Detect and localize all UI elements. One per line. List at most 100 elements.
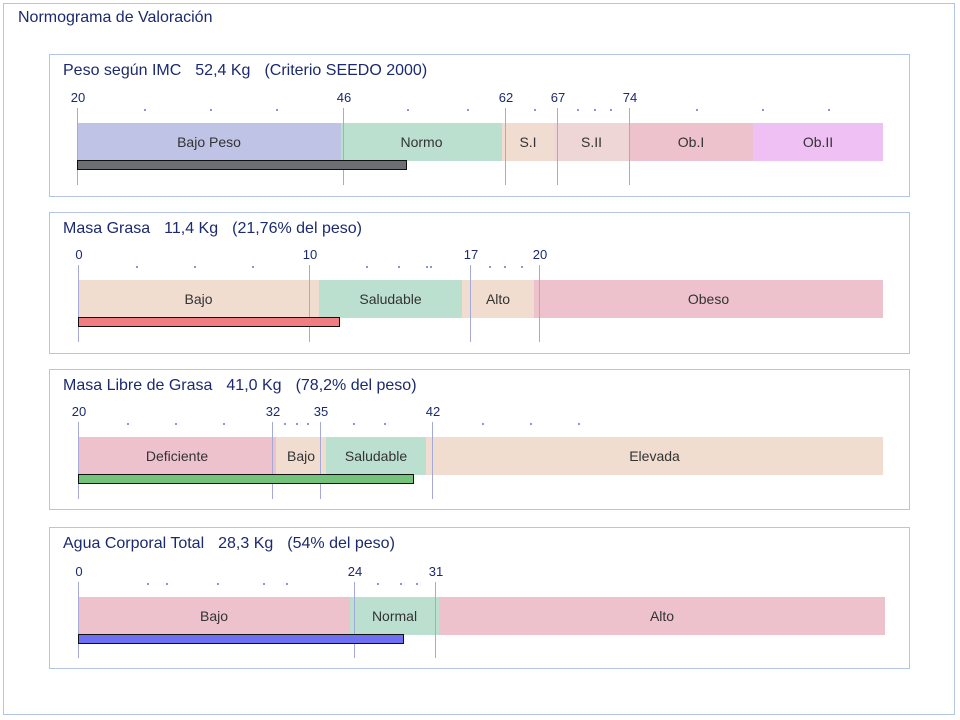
panel-name: Masa Libre de Grasa <box>63 377 213 394</box>
scale-minor-tick <box>284 423 286 425</box>
scale-tick-label: 67 <box>550 90 566 105</box>
scale-minor-tick <box>296 423 298 425</box>
scale-major-line <box>435 582 436 658</box>
scale-minor-tick <box>504 266 506 268</box>
range-segment-label: Ob.II <box>802 134 834 150</box>
scale-major-line <box>470 265 471 342</box>
scale-minor-tick <box>210 109 212 111</box>
value-bar <box>78 474 415 484</box>
scale-minor-tick <box>223 423 225 425</box>
scale-minor-tick <box>136 266 138 268</box>
scale-minor-tick <box>400 583 402 585</box>
range-segment-label: Alto <box>485 291 511 307</box>
scale-major-line <box>78 265 79 342</box>
panel-note: (21,76% del peso) <box>232 220 362 237</box>
range-segment-label: Normo <box>400 134 443 150</box>
range-segment: Saludable <box>326 437 426 475</box>
scale-minor-tick <box>578 423 580 425</box>
scale-major-line <box>77 108 78 185</box>
normogram-panel-2: Masa Grasa 11,4 Kg (21,76% del peso) 0 10 17 2… <box>49 212 910 354</box>
scale-minor-tick <box>377 583 379 585</box>
panel-title: Masa Libre de Grasa 41,0 Kg (78,2% del pes… <box>63 377 431 395</box>
scale-major-line <box>272 422 273 499</box>
scale-minor-tick <box>166 583 168 585</box>
page-title: Normograma de Valoración <box>18 9 213 26</box>
scale-tick-label: 31 <box>428 564 444 579</box>
scale-minor-tick <box>482 423 484 425</box>
range-segment-label: Bajo <box>199 608 229 624</box>
normogram-panel-4: Agua Corporal Total 28,3 Kg (54% del peso)… <box>49 527 910 669</box>
normogram-panel-1: Peso según IMC 52,4 Kg (Criterio SEEDO 200… <box>49 54 910 197</box>
range-segment: Alto <box>462 280 534 318</box>
range-segment-label: Deficiente <box>145 448 209 464</box>
panel-note: (Criterio SEEDO 2000) <box>264 62 428 79</box>
panel-name: Peso según IMC <box>63 62 182 79</box>
range-segment: Bajo Peso <box>77 123 341 161</box>
scale-tick-label: 24 <box>347 564 363 579</box>
panel-title: Masa Grasa 11,4 Kg (21,76% del peso) <box>63 220 376 238</box>
scale-minor-tick <box>398 266 400 268</box>
range-segment: S.II <box>554 123 629 161</box>
scale-minor-tick <box>407 109 409 111</box>
scale-major-line <box>78 582 79 658</box>
scale-minor-tick <box>534 109 536 111</box>
range-segment-label: Elevada <box>629 448 680 464</box>
scale-minor-tick <box>610 109 612 111</box>
range-segment-label: Bajo <box>184 291 213 307</box>
panel-name: Masa Grasa <box>63 220 151 237</box>
scale-major-line <box>78 422 79 499</box>
scale-major-line <box>432 422 433 499</box>
scale-minor-tick <box>252 266 254 268</box>
scale-major-line <box>629 108 630 185</box>
scale-minor-tick <box>384 423 386 425</box>
scale-tick-label: 62 <box>498 90 514 105</box>
panel-value: 52,4 Kg <box>195 62 251 79</box>
scale-tick-label: 20 <box>71 404 87 419</box>
scale-major-line <box>557 108 558 185</box>
scale-major-line <box>343 108 344 185</box>
value-bar <box>78 634 405 644</box>
range-segment: Bajo <box>78 597 350 635</box>
scale-minor-tick <box>276 109 278 111</box>
range-segment-label: Normal <box>371 608 418 624</box>
scale-minor-tick <box>175 423 177 425</box>
panel-value: 11,4 Kg <box>164 220 219 237</box>
scale-tick-label: 35 <box>313 404 329 419</box>
range-segment: Obeso <box>534 280 883 318</box>
range-segment-label: Obeso <box>687 291 730 307</box>
range-segment-label: Alto <box>649 608 675 624</box>
value-bar <box>78 317 341 327</box>
scale-minor-tick <box>762 109 764 111</box>
scale-tick-label: 17 <box>463 247 479 262</box>
scale-minor-tick <box>430 266 432 268</box>
scale-tick-label: 20 <box>70 90 86 105</box>
scale-minor-tick <box>147 583 149 585</box>
scale-tick-label: 32 <box>265 404 281 419</box>
normogram-panel-3: Masa Libre de Grasa 41,0 Kg (78,2% del pes… <box>49 369 910 510</box>
scale-major-line <box>539 265 540 342</box>
range-segment-label: Saludable <box>359 291 422 307</box>
scale-minor-tick <box>521 266 523 268</box>
scale-minor-tick <box>286 583 288 585</box>
scale-minor-tick <box>594 109 596 111</box>
scale-major-line <box>309 265 310 342</box>
range-segment-label: Ob.I <box>677 134 705 150</box>
scale-major-line <box>505 108 506 185</box>
scale-minor-tick <box>353 423 355 425</box>
scale-minor-tick <box>828 109 830 111</box>
scale-minor-tick <box>194 266 196 268</box>
scale-minor-tick <box>263 583 265 585</box>
range-segment: Ob.II <box>753 123 883 161</box>
scale-minor-tick <box>577 109 579 111</box>
range-segment: Bajo <box>276 437 326 475</box>
scale-minor-tick <box>696 109 698 111</box>
range-segment: Elevada <box>426 437 883 475</box>
range-segment-label: S.II <box>580 134 602 150</box>
panel-name: Agua Corporal Total <box>63 535 205 552</box>
scale-minor-tick <box>366 266 368 268</box>
scale-minor-tick <box>144 109 146 111</box>
scale-tick-label: 46 <box>336 90 352 105</box>
range-segment: Alto <box>439 597 885 635</box>
panel-value: 28,3 Kg <box>218 535 274 552</box>
panel-note: (54% del peso) <box>287 535 395 552</box>
